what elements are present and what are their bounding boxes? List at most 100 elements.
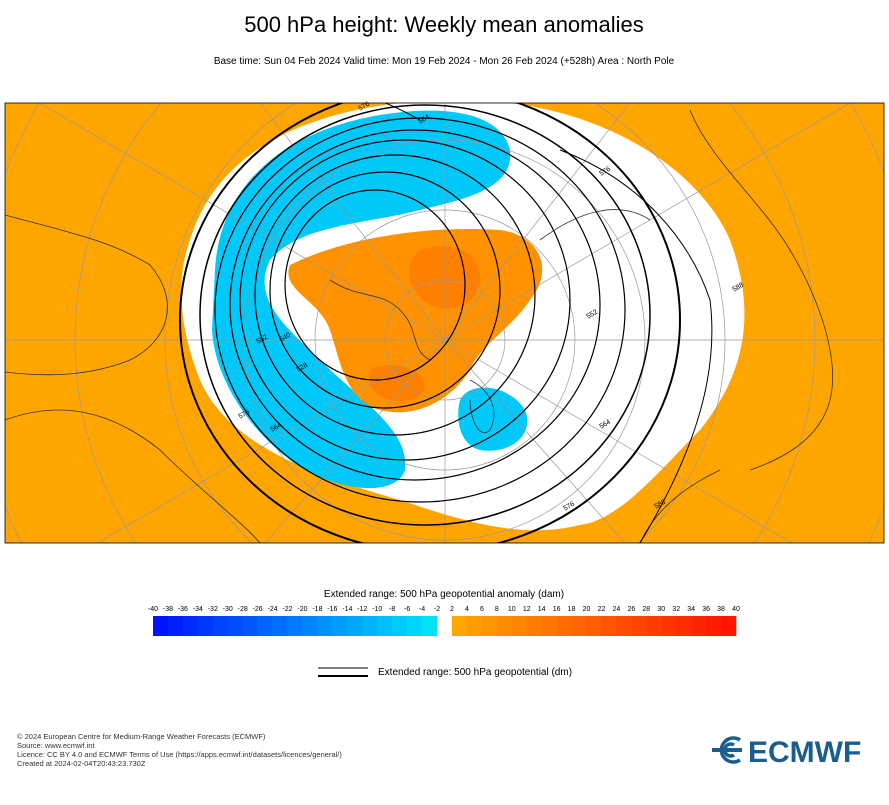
contour-label: 552 bbox=[255, 334, 269, 346]
colorbar-segment bbox=[153, 616, 169, 636]
positive-anomaly bbox=[368, 365, 425, 402]
colorbar-tick-label: -8 bbox=[389, 606, 395, 613]
colorbar-tick-label: -14 bbox=[342, 606, 352, 613]
colorbar-tick-label: 2 bbox=[450, 606, 454, 613]
colorbar-segment bbox=[526, 616, 542, 636]
colorbar-tick-label: -20 bbox=[297, 606, 307, 613]
colorbar-segment bbox=[407, 616, 423, 636]
colorbar-tick-label: -36 bbox=[178, 606, 188, 613]
colorbar-segment bbox=[212, 616, 229, 636]
subtitle: Base time: Sun 04 Feb 2024 Valid time: M… bbox=[214, 56, 675, 67]
footer-line: Source: www.ecmwf.int bbox=[17, 741, 95, 750]
negative-anomaly bbox=[458, 387, 528, 451]
colorbar-segment bbox=[706, 616, 722, 636]
colorbar-segment bbox=[452, 616, 468, 636]
colorbar-segment bbox=[496, 616, 513, 636]
colorbar-tick-label: 12 bbox=[523, 606, 531, 613]
contour-label: 576 bbox=[562, 501, 576, 513]
colorbar-tick-label: -24 bbox=[268, 606, 278, 613]
colorbar-segment bbox=[422, 616, 438, 636]
colorbar-segment bbox=[287, 616, 303, 636]
footer-line: Licence: CC BY 4.0 and ECMWF Terms of Us… bbox=[17, 750, 342, 759]
footer: © 2024 European Centre for Medium-Range … bbox=[17, 732, 342, 768]
colorbar-tick-label: -40 bbox=[148, 606, 158, 613]
colorbar-segment bbox=[586, 616, 602, 636]
colorbar-segment bbox=[661, 616, 677, 636]
colorbar-tick-label: 26 bbox=[627, 606, 635, 613]
contour-label: 564 bbox=[417, 114, 431, 126]
contour-label: 564 bbox=[269, 422, 283, 434]
contour-label: 576 bbox=[357, 101, 371, 113]
footer-line: Created at 2024-02-04T20:43:23.730Z bbox=[17, 759, 146, 768]
colorbar-segment bbox=[556, 616, 572, 636]
colorbar-segment bbox=[362, 616, 378, 636]
contour-label: 540 bbox=[278, 332, 292, 344]
colorbar-segment bbox=[392, 616, 408, 636]
colorbar-tick-label: -38 bbox=[163, 606, 173, 613]
colorbar-tick-label: 16 bbox=[553, 606, 561, 613]
negative-anomaly bbox=[212, 110, 511, 489]
colorbar-segment bbox=[332, 616, 348, 636]
colorbar-tick-label: 18 bbox=[568, 606, 576, 613]
colorbar-tick-label: 30 bbox=[657, 606, 665, 613]
colorbar-tick-label: -26 bbox=[253, 606, 263, 613]
colorbar-segment bbox=[466, 616, 483, 636]
colorbar-segment bbox=[227, 616, 243, 636]
colorbar-segment bbox=[347, 616, 363, 636]
contour-label: 576 bbox=[237, 409, 251, 421]
coastline bbox=[5, 109, 833, 543]
contour bbox=[179, 103, 713, 543]
colorbar-tick-label: 6 bbox=[480, 606, 484, 613]
colorbar-tick-label: -32 bbox=[208, 606, 218, 613]
colorbar-segment bbox=[511, 616, 528, 636]
colorbar-tick-label: 24 bbox=[613, 606, 621, 613]
colorbar-segment bbox=[242, 616, 258, 636]
colorbar-tick-label: 22 bbox=[598, 606, 606, 613]
contour-label: 552 bbox=[585, 309, 599, 321]
colorbar-tick-label: -16 bbox=[327, 606, 337, 613]
colorbar-title: Extended range: 500 hPa geopotential ano… bbox=[324, 589, 564, 600]
colorbar-segment bbox=[182, 616, 199, 636]
colorbar-tick-label: 36 bbox=[702, 606, 710, 613]
colorbar-tick-label: 20 bbox=[583, 606, 591, 613]
colorbar-segment bbox=[481, 616, 498, 636]
colorbar-segment bbox=[691, 616, 707, 636]
colorbar: -40 -38 -36 -34 -32 -30 -28 -26 -24 -22 -20 -18 -16-… bbox=[148, 606, 740, 636]
colorbar-segment bbox=[377, 616, 393, 636]
contour-label: 576 bbox=[598, 166, 612, 178]
contour-labels: 576 564 576 552 564 576 588 588 552 540 528 576 564 bbox=[237, 101, 745, 513]
colorbar-tick-label: 4 bbox=[465, 606, 469, 613]
colorbar-segment bbox=[646, 616, 662, 636]
colorbar-tick-label: 10 bbox=[508, 606, 516, 613]
logo-text: ECMWF bbox=[748, 736, 861, 769]
colorbar-segment bbox=[317, 616, 333, 636]
colorbar-tick-label: -30 bbox=[223, 606, 233, 613]
footer-line: © 2024 European Centre for Medium-Range … bbox=[17, 732, 266, 741]
line-legend-label: Extended range: 500 hPa geopotential (dm… bbox=[378, 667, 572, 678]
title: 500 hPa height: Weekly mean anomalies bbox=[244, 12, 644, 37]
colorbar-segment bbox=[257, 616, 273, 636]
colorbar-tick-label: 32 bbox=[672, 606, 680, 613]
colorbar-segment bbox=[601, 616, 617, 636]
colorbar-segment bbox=[167, 616, 184, 636]
colorbar-tick-label: 34 bbox=[687, 606, 695, 613]
colorbar-tick-label: 14 bbox=[538, 606, 546, 613]
colorbar-segment bbox=[541, 616, 557, 636]
contour-label: 564 bbox=[598, 419, 612, 431]
colorbar-tick-label: 38 bbox=[717, 606, 725, 613]
contour-label: 588 bbox=[731, 282, 745, 294]
colorbar-tick-label: 8 bbox=[495, 606, 499, 613]
colorbar-tick-label: -18 bbox=[312, 606, 322, 613]
colorbar-tick-label: 40 bbox=[732, 606, 740, 613]
colorbar-segment bbox=[272, 616, 288, 636]
colorbar-tick-label: -12 bbox=[357, 606, 367, 613]
colorbar-segment bbox=[571, 616, 587, 636]
colorbar-segment bbox=[302, 616, 318, 636]
colorbar-segment bbox=[631, 616, 647, 636]
logo: ECMWF bbox=[712, 736, 861, 769]
colorbar-tick-label: -28 bbox=[238, 606, 248, 613]
colorbar-segment bbox=[616, 616, 632, 636]
